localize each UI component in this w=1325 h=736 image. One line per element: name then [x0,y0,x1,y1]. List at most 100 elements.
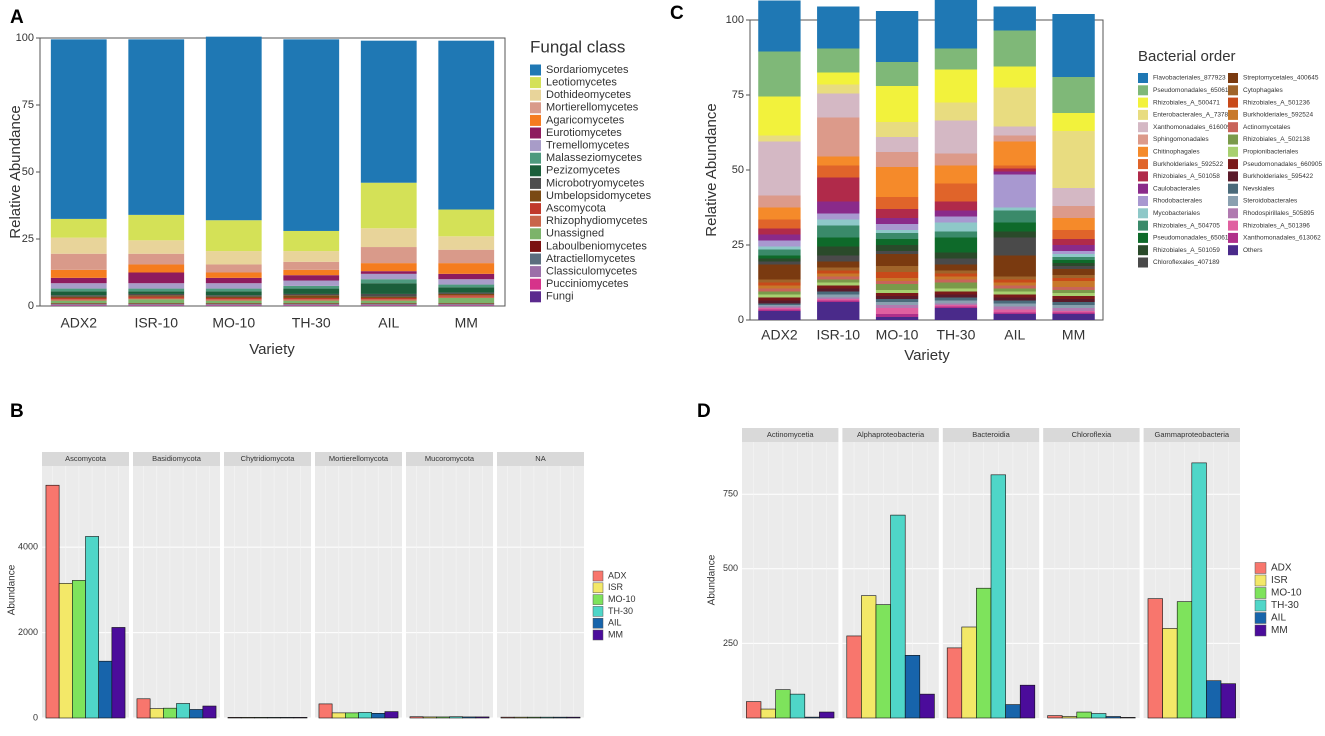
bar-segment [817,93,860,118]
bar-segment [1052,230,1095,239]
bar-segment [50,39,107,219]
bar-segment [1052,296,1095,299]
bar-segment [128,304,185,305]
legend-title: Fungal class [530,37,625,56]
bar-segment [817,270,860,274]
bar-segment [934,279,978,283]
bar [384,711,399,719]
bar-segment [993,288,1036,292]
legend-swatch [1138,159,1148,170]
bar-segment [360,305,417,306]
y-tick-label: 0 [738,314,744,326]
bar [566,716,581,719]
legend-swatch [1254,599,1267,612]
facet-label: Gammaproteobacteria [1154,430,1229,439]
legend-swatch [592,570,604,582]
bar [331,712,346,719]
y-tick-label: 250 [723,638,738,648]
bar-segment [438,209,495,237]
legend-label: ISR [608,582,624,592]
bar [45,484,60,719]
bar-segment [360,279,417,284]
plot-border [749,19,1104,321]
bar [789,693,806,719]
panel-letter: D [697,401,711,422]
legend-label: Pucciniomycetes [546,278,629,290]
facet-strip [942,428,1040,442]
legend-label: Tremellomycetes [546,140,630,152]
bar-segment [360,228,417,248]
bar [990,474,1006,719]
y-tick-label: 75 [732,89,744,101]
bar-segment [934,183,978,202]
bar-segment [758,51,801,97]
bar [267,717,281,719]
facet-label: Chloroflexia [1072,430,1112,439]
bar [861,595,877,719]
bar-segment [875,233,919,239]
bar-segment [1052,278,1095,281]
bar-segment [934,288,978,292]
bar-segment [128,304,185,306]
facet-strip [133,452,220,466]
bar-segment [993,126,1036,136]
bar-segment [817,156,860,166]
bar-segment [758,141,801,196]
bar-segment [1052,290,1095,293]
legend-label: Rhizobiales_A_502138 [1243,136,1310,143]
bar-segment [875,314,919,317]
bar-segment [205,297,262,300]
bar-segment [875,11,919,62]
legend-label: TH-30 [1271,600,1299,611]
x-tick-label: MM [455,315,478,331]
bar-segment [50,303,107,305]
bar-segment [360,304,417,306]
legend-swatch [1138,109,1148,120]
bar-segment [993,30,1036,67]
bar-segment [817,279,860,283]
bar [1047,715,1063,719]
bar-segment [360,297,417,300]
bar-segment [50,296,107,298]
x-tick-label: ISR-10 [816,327,860,343]
bar [1105,716,1121,719]
bar-segment [817,201,860,214]
bar-segment [993,207,1036,211]
bar-segment [875,254,919,266]
bar-segment [934,222,978,232]
legend-swatch [530,127,541,139]
bar [422,716,437,719]
bar-segment [1052,263,1095,266]
legend-swatch [1138,122,1148,133]
bar [946,647,963,719]
bar-segment [205,291,262,296]
bar [746,701,762,719]
bar-segment [758,291,801,295]
legend-swatch [1254,562,1267,574]
bar [961,626,977,719]
bar-segment [360,283,417,294]
bar [1162,628,1178,719]
facet-label: Basidiomycota [152,454,202,463]
bar-segment [205,304,262,306]
bar-segment [817,288,860,292]
legend-swatch [592,606,604,617]
bar [1076,711,1092,719]
bar-segment [128,264,185,273]
bar-segment [934,201,978,211]
bar-segment [1052,113,1095,131]
bar [111,627,126,719]
bar-segment [758,207,801,220]
bar [1005,704,1021,719]
bar-segment [934,264,978,271]
facet-label: Ascomycota [65,454,107,463]
facet-background [224,466,311,718]
legend-swatch [530,152,541,164]
bar-segment [875,152,919,167]
legend-label: Mycobacteriales [1153,210,1201,217]
bar-segment [283,297,340,300]
bar-segment [875,293,919,296]
legend-swatch [530,266,541,278]
legend-label: Malasseziomycetes [546,152,642,164]
